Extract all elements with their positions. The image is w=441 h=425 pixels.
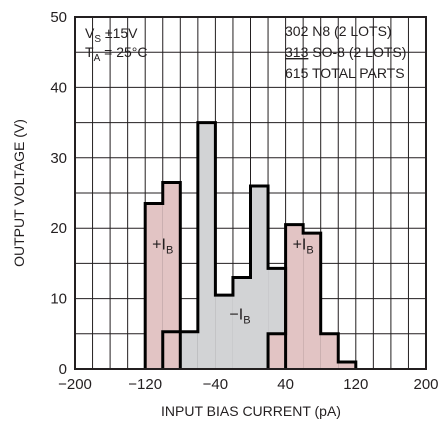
histogram-bar bbox=[180, 331, 198, 369]
histogram-outline bbox=[143, 180, 182, 369]
histogram-bars bbox=[145, 122, 356, 369]
histogram-bar bbox=[303, 233, 321, 369]
histogram-bar bbox=[215, 295, 233, 369]
legend: 302 N8 (2 LOTS) 313 SO-8 (2 LOTS) 615 TO… bbox=[285, 23, 406, 81]
series-label: +IB bbox=[152, 236, 173, 256]
histogram-bar bbox=[338, 361, 356, 369]
histogram-bar bbox=[320, 333, 339, 369]
histogram-bar bbox=[285, 224, 304, 369]
histogram-bar bbox=[232, 277, 251, 369]
y-tick-label: 10 bbox=[50, 291, 67, 308]
legend-line-n8: 302 N8 (2 LOTS) bbox=[285, 23, 392, 39]
y-tick-label: 0 bbox=[59, 361, 67, 378]
test-conditions: VS ±15V TA = 25°C bbox=[85, 25, 147, 64]
series-label: −IB bbox=[229, 307, 250, 327]
y-tick-label: 20 bbox=[50, 220, 67, 237]
histogram-outline bbox=[266, 223, 358, 369]
tick-labels: −200 −120 −40 40 120 200 0 10 20 30 40 50 bbox=[50, 9, 438, 393]
histogram-bar bbox=[268, 333, 286, 369]
legend-line-total: 615 TOTAL PARTS bbox=[285, 65, 405, 81]
x-tick-label: −40 bbox=[203, 376, 228, 393]
histogram-bar bbox=[162, 182, 181, 369]
plot-frame bbox=[74, 16, 427, 370]
x-tick-label: 120 bbox=[343, 376, 368, 393]
x-tick-label: −120 bbox=[128, 376, 162, 393]
x-tick-label: −200 bbox=[58, 376, 92, 393]
y-tick-label: 50 bbox=[50, 9, 67, 26]
series-label: +IB bbox=[293, 236, 314, 256]
y-tick-label: 40 bbox=[50, 79, 67, 96]
histogram-bar bbox=[145, 203, 163, 369]
series-labels: −IB +IB +IB bbox=[152, 236, 314, 326]
y-axis-title: OUTPUT VOLTAGE (V) bbox=[11, 119, 27, 267]
temperature-label: TA = 25°C bbox=[85, 44, 147, 64]
x-axis-title: INPUT BIAS CURRENT (pA) bbox=[161, 403, 341, 419]
supply-voltage-label: VS ±15V bbox=[85, 25, 138, 45]
histogram-outline bbox=[161, 121, 288, 369]
x-tick-label: 40 bbox=[277, 376, 294, 393]
histogram-bar bbox=[197, 122, 216, 369]
legend-line-so8: 313 SO-8 (2 LOTS) bbox=[285, 44, 406, 60]
histogram-bar bbox=[250, 185, 269, 369]
x-tick-label: 200 bbox=[413, 376, 438, 393]
histogram-outlines bbox=[143, 121, 358, 369]
y-tick-label: 30 bbox=[50, 150, 67, 167]
